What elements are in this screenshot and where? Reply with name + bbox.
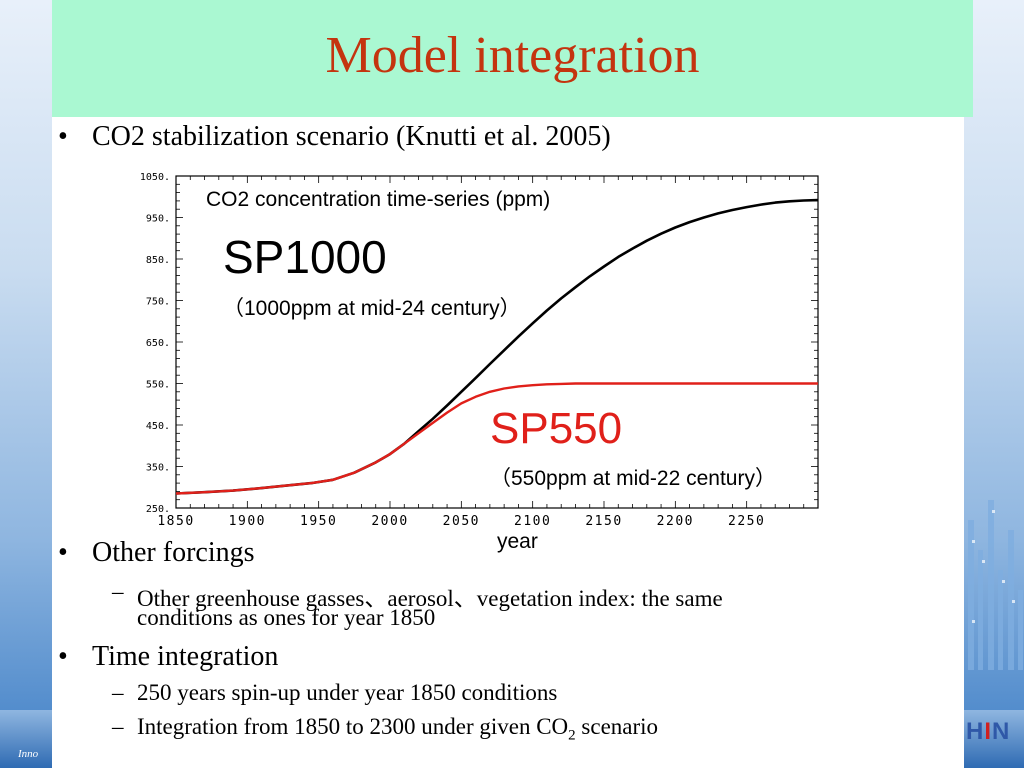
title-band	[52, 0, 973, 117]
x-tick-label: 1850	[157, 514, 194, 529]
bullet-other-forcings: Other forcings	[92, 537, 255, 568]
co2-chart: 1850 1900 1950 2000 2050 2100 2150 2200 2250 250.…	[110, 162, 850, 562]
x-tick-label: 2100	[514, 514, 551, 529]
x-tick-label: 2200	[657, 514, 694, 529]
series-line-sp550	[175, 382, 818, 495]
footer-white-area	[52, 710, 964, 768]
bullet-marker: •	[58, 641, 68, 672]
footer-inno-text: Inno	[18, 748, 39, 760]
y-tick-label: 850.	[146, 255, 170, 266]
y-tick-label: 1050.	[140, 172, 170, 183]
footer-logo: HIN	[966, 718, 1011, 745]
sub-bullet-marker: –	[112, 680, 124, 705]
bullet-time-integration: Time integration	[92, 641, 279, 672]
bullet-marker: •	[58, 537, 68, 568]
x-tick-label: 2000	[371, 514, 408, 529]
y-tick-label: 450.	[146, 421, 170, 432]
sp550-label: SP550	[490, 404, 623, 453]
chart-title: CO2 concentration time-series (ppm)	[206, 188, 551, 211]
bullet-marker: •	[58, 121, 68, 152]
sub-bullet-marker: –	[112, 714, 124, 739]
sub-bullet-integration: Integration from 1850 to 2300 under give…	[137, 714, 659, 744]
y-tick-label: 650.	[146, 338, 170, 349]
x-tick-label: 1900	[229, 514, 266, 529]
x-tick-label: 2150	[585, 514, 622, 529]
y-tick-label: 550.	[146, 380, 170, 391]
sub-bullet-greenhouse-cont: conditions as ones for year 1850	[137, 605, 436, 630]
y-tick-label: 350.	[146, 463, 170, 474]
plot-frame	[175, 175, 819, 509]
decorative-bars-graphic	[968, 500, 1023, 670]
sp1000-label: SP1000	[223, 231, 387, 283]
sub-bullet-greenhouse: Other greenhouse gasses、aerosol、vegetati…	[137, 586, 723, 611]
sp1000-description: （1000ppm at mid-24 century）	[223, 297, 521, 320]
x-tick-label: 2050	[443, 514, 480, 529]
x-tick-label: 2250	[728, 514, 765, 529]
co2-chart-svg: 1850 1900 1950 2000 2050 2100 2150 2200 2250 250.…	[140, 172, 819, 529]
y-tick-label: 950.	[146, 214, 170, 225]
sub-bullet-spinup: 250 years spin-up under year 1850 condit…	[137, 680, 558, 705]
sub-bullet-marker: –	[112, 579, 124, 604]
sp550-description: （550ppm at mid-22 century）	[490, 467, 776, 490]
x-tick-label: 1950	[300, 514, 337, 529]
slide-title: Model integration	[325, 27, 700, 84]
y-tick-label: 250.	[146, 504, 170, 515]
y-tick-label: 750.	[146, 297, 170, 308]
bullet-co2-scenario: CO2 stabilization scenario (Knutti et al…	[92, 121, 611, 152]
x-axis-label: year	[497, 530, 538, 553]
